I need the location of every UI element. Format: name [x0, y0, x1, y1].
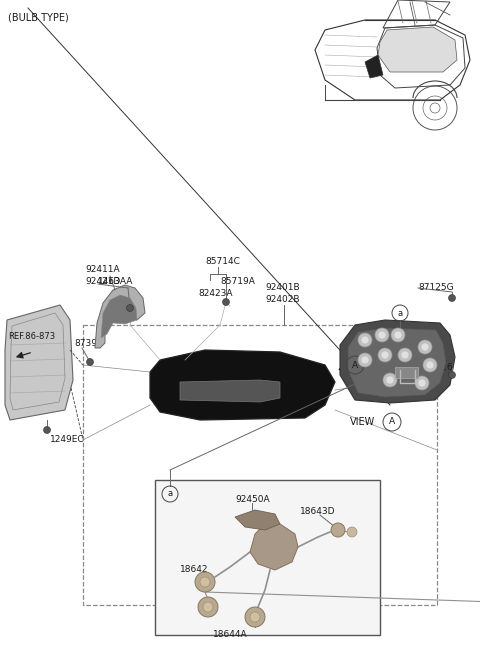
Circle shape: [381, 351, 389, 359]
Text: A: A: [352, 361, 358, 369]
Circle shape: [415, 376, 429, 390]
Circle shape: [386, 376, 394, 384]
Text: A: A: [389, 417, 395, 426]
Text: REF.86-873: REF.86-873: [8, 332, 55, 341]
Bar: [83, 325, 437, 605]
Text: 92450A: 92450A: [235, 495, 270, 504]
Bar: [155, 480, 380, 635]
Text: 18644A: 18644A: [213, 630, 247, 639]
Polygon shape: [5, 305, 73, 420]
Circle shape: [245, 607, 265, 627]
Polygon shape: [365, 55, 383, 78]
Text: 87125G: 87125G: [418, 283, 454, 293]
Circle shape: [391, 328, 405, 342]
Circle shape: [398, 348, 412, 362]
Polygon shape: [180, 380, 280, 402]
Circle shape: [383, 373, 397, 387]
Text: 92421D: 92421D: [85, 277, 120, 287]
Circle shape: [127, 304, 133, 312]
Circle shape: [423, 358, 437, 372]
Circle shape: [448, 371, 456, 379]
Text: 92411A: 92411A: [85, 266, 120, 274]
Circle shape: [448, 295, 456, 302]
Text: 18642: 18642: [180, 565, 208, 575]
Text: 87126: 87126: [424, 363, 453, 373]
Text: a: a: [397, 308, 403, 318]
Circle shape: [44, 426, 50, 434]
Circle shape: [361, 336, 369, 344]
Circle shape: [250, 612, 260, 622]
Circle shape: [195, 572, 215, 592]
Circle shape: [418, 340, 432, 354]
Circle shape: [223, 298, 229, 306]
Polygon shape: [348, 328, 446, 397]
Polygon shape: [150, 350, 335, 420]
Polygon shape: [250, 524, 298, 570]
Circle shape: [418, 379, 426, 387]
Circle shape: [200, 577, 210, 587]
Text: 87393: 87393: [74, 338, 103, 348]
Circle shape: [401, 351, 409, 359]
Text: 82423A: 82423A: [198, 289, 232, 298]
Circle shape: [375, 328, 389, 342]
Text: a: a: [168, 489, 173, 499]
Circle shape: [358, 333, 372, 347]
Circle shape: [426, 361, 434, 369]
Text: VIEW: VIEW: [350, 417, 375, 427]
Polygon shape: [101, 295, 137, 338]
Text: 85719A: 85719A: [220, 277, 255, 287]
Text: 92401B: 92401B: [265, 283, 300, 293]
Circle shape: [198, 597, 218, 617]
Circle shape: [331, 523, 345, 537]
Circle shape: [421, 343, 429, 351]
Circle shape: [361, 356, 369, 364]
Text: (BULB TYPE): (BULB TYPE): [8, 12, 69, 22]
Text: 1249EC: 1249EC: [50, 435, 84, 444]
Polygon shape: [378, 27, 457, 72]
Text: 18643D: 18643D: [300, 508, 336, 516]
Circle shape: [203, 602, 213, 612]
Polygon shape: [395, 367, 418, 378]
Polygon shape: [340, 320, 455, 403]
Circle shape: [358, 353, 372, 367]
Circle shape: [378, 331, 386, 339]
Polygon shape: [235, 510, 280, 530]
Text: 85714C: 85714C: [205, 258, 240, 266]
Circle shape: [378, 348, 392, 362]
Circle shape: [347, 527, 357, 537]
Text: 92402B: 92402B: [265, 295, 300, 304]
Polygon shape: [95, 285, 145, 348]
Circle shape: [86, 358, 94, 365]
Text: 1463AA: 1463AA: [98, 277, 133, 287]
Circle shape: [394, 331, 402, 339]
